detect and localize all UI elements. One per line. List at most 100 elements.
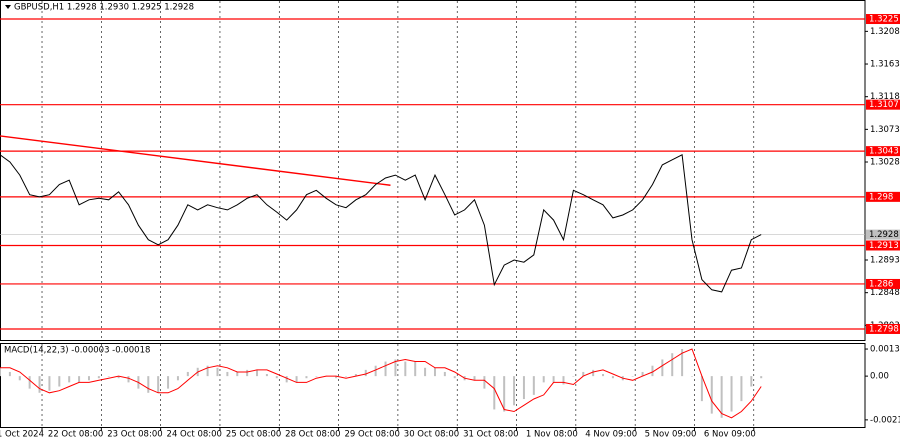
price-line [0,154,762,293]
y-tick-label: 1.3118 [870,92,900,102]
macd-bar [384,361,387,377]
macd-bar [107,376,110,377]
macd-bar [28,376,31,389]
macd-bar [691,376,693,377]
x-tick-label: 24 Oct 08:00 [167,430,222,440]
y-tick-label: 1.2893 [870,256,900,266]
macd-bar [87,376,90,381]
macd-bar [641,371,644,377]
level-label: 1.286 [869,279,893,289]
x-tick-label: 30 Oct 08:00 [404,430,459,440]
level-label: 1.3043 [869,147,899,157]
macd-bar [572,376,575,377]
macd-bar [97,376,100,379]
macd-bar [117,376,120,379]
macd-bar [483,376,486,389]
macd-bar [275,376,278,379]
level-label-bg [866,191,900,202]
macd-bar [206,365,209,377]
macd-bar [503,376,506,412]
macd-bar [710,376,713,414]
macd-bar [443,371,446,377]
y-tick-label: 1.2848 [870,288,900,298]
macd-bar [315,376,318,377]
y-tick-label: 0.00 [870,372,889,382]
macd-bar [18,376,21,381]
macd-bar [295,376,298,383]
macd-bar [730,376,733,412]
macd-bar [453,376,456,379]
macd-bar [38,376,41,393]
macd-bar [167,376,170,389]
macd-bar [513,376,516,406]
macd-bar [433,367,436,377]
macd-bar [364,369,367,377]
macd-bar [542,376,545,383]
x-tick-label: 21 Oct 2024 [0,430,44,440]
macd-bar [394,359,397,377]
macd-bar [68,376,71,383]
macd-bar [592,369,595,377]
level-label-bg [866,240,900,251]
x-tick-label: 25 Oct 08:00 [226,430,281,440]
macd-bar [335,376,338,379]
y-tick-label: -0.0021 [870,415,900,425]
macd-bar [226,371,229,377]
macd-bar [424,367,427,377]
macd-bar [493,376,496,410]
macd-bar [562,376,565,385]
macd-bar [611,376,614,379]
macd-title: MACD(14,22,3) -0.00003 -0.00018 [4,346,150,356]
level-label-bg [866,323,900,334]
macd-bar [176,376,179,381]
macd-bar [760,376,763,379]
x-tick-label: 1 Nov 08:00 [526,430,578,440]
macd-bar [552,376,555,383]
macd-bar [602,374,605,377]
x-tick-label: 31 Oct 08:00 [463,430,518,440]
macd-bar [48,376,51,391]
macd-bar [631,376,634,377]
macd-bar [681,349,684,377]
macd-bar [216,367,219,377]
level-label-bg [866,99,900,110]
y-tick-label: 0.0013 [870,345,900,355]
x-tick-label: 29 Oct 08:00 [344,430,399,440]
macd-bar [374,365,377,377]
macd-bar [78,376,81,383]
macd-bar [0,367,1,377]
macd-bar [305,376,308,379]
level-label: 1.298 [869,192,893,202]
chart-title: GBPUSD,H1 1.2928 1.2930 1.2925 1.2928 [14,3,194,13]
macd-bar [522,376,525,400]
y-tick-label: 1.3208 [870,27,900,37]
macd-bar [246,369,249,377]
y-tick-label: 1.3028 [870,158,900,168]
macd-bar [285,376,288,383]
macd-bar [473,376,476,381]
level-label-bg [866,146,900,157]
x-tick-label: 22 Oct 08:00 [48,430,103,440]
signal-line [0,348,762,419]
macd-bar [651,365,654,377]
macd-bar [345,376,347,377]
macd-bar [671,353,674,377]
macd-bar [256,369,259,377]
x-tick-label: 28 Oct 08:00 [285,430,340,440]
macd-bar [414,361,417,377]
level-label-bg [866,278,900,289]
level-label: 1.3107 [869,100,899,110]
level-label: 1.2798 [869,324,899,334]
macd-bar [720,376,723,418]
macd-bar [582,371,585,377]
macd-bar [58,376,61,387]
macd-bar [157,376,160,393]
macd-bar [186,371,189,377]
macd-bar [700,376,703,402]
macd-bar [354,374,357,377]
macd-bar [147,376,150,393]
y-tick-label: 1.3073 [870,125,900,135]
level-label: 1.3225 [869,15,899,25]
